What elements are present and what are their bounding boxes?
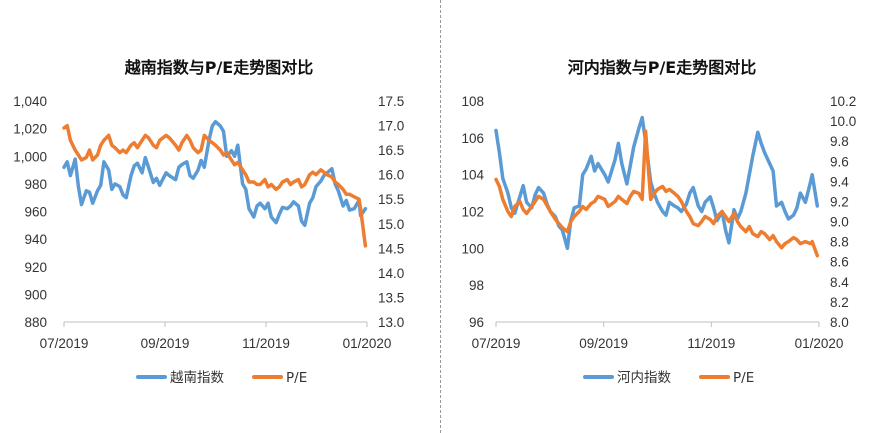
y-right-tick-label: 8.0 — [830, 315, 849, 330]
y-left-tick-label: 940 — [24, 232, 47, 247]
y-right-tick-label: 15.0 — [378, 217, 404, 232]
y-right-tick-label: 9.6 — [830, 154, 849, 169]
y-right-tick-label: 13.5 — [378, 290, 404, 305]
y-right-tick-label: 9.0 — [830, 215, 849, 230]
y-right-tick-label: 13.0 — [378, 315, 404, 330]
y-left-tick-label: 96 — [469, 315, 484, 330]
y-left-tick-label: 98 — [469, 278, 484, 293]
y-right-tick-label: 14.0 — [378, 266, 404, 281]
x-tick-label: 09/2019 — [141, 336, 190, 351]
y-left-tick-label: 102 — [461, 205, 484, 220]
x-tick-label: 11/2019 — [242, 336, 290, 351]
x-tick-label: 07/2019 — [40, 336, 89, 351]
x-tick-label: 01/2020 — [343, 336, 392, 351]
chart-title: 越南指数与P/E走势图对比 — [124, 58, 314, 77]
y-right-tick-label: 8.6 — [830, 255, 849, 270]
y-left-tick-label: 108 — [461, 94, 484, 109]
y-right-tick-label: 8.2 — [830, 295, 849, 310]
y-left-tick-label: 104 — [461, 168, 484, 183]
chart-title: 河内指数与P/E走势图对比 — [568, 58, 757, 77]
y-left-tick-label: 920 — [24, 260, 47, 275]
y-left-tick-label: 106 — [461, 131, 484, 146]
y-right-tick-label: 10.0 — [830, 114, 856, 129]
y-right-tick-label: 16.0 — [378, 168, 404, 183]
y-left-tick-label: 1,040 — [13, 94, 47, 109]
y-left-tick-label: 900 — [24, 287, 47, 302]
y-left-tick-label: 960 — [24, 205, 47, 220]
y-right-tick-label: 8.8 — [830, 235, 849, 250]
y-left-tick-label: 1,020 — [13, 122, 47, 137]
y-right-tick-label: 15.5 — [378, 192, 404, 207]
y-right-tick-label: 17.0 — [378, 119, 404, 134]
y-right-tick-label: 16.5 — [378, 143, 404, 158]
pe-series-line — [494, 129, 820, 258]
legend-label: P/E — [286, 370, 307, 386]
y-left-tick-label: 1,000 — [13, 149, 47, 164]
y-right-tick-label: 17.5 — [378, 94, 404, 109]
x-tick-label: 09/2019 — [579, 336, 628, 351]
y-right-tick-label: 9.8 — [830, 134, 849, 149]
y-right-tick-label: 9.4 — [830, 174, 849, 189]
panel-divider — [440, 0, 441, 433]
x-tick-label: 07/2019 — [472, 336, 521, 351]
x-tick-label: 01/2020 — [795, 336, 844, 351]
y-left-tick-label: 880 — [24, 315, 47, 330]
index-series-line — [494, 115, 820, 251]
y-right-tick-label: 8.4 — [830, 275, 849, 290]
vn-index-pe-chart: 越南指数与P/E走势图对比 880 900 920 940 960 980 1,000 1,0… — [13, 58, 404, 386]
y-right-tick-label: 10.2 — [830, 94, 856, 109]
y-left-tick-label: 980 — [24, 177, 47, 192]
y-right-tick-label: 9.2 — [830, 194, 849, 209]
legend-label: 越南指数 — [170, 370, 224, 386]
legend-label: P/E — [733, 370, 754, 386]
legend-label: 河内指数 — [617, 370, 671, 386]
pe-series-line — [62, 123, 368, 248]
y-left-tick-label: 100 — [461, 241, 484, 256]
index-series-line — [62, 119, 368, 228]
y-right-tick-label: 14.5 — [378, 241, 404, 256]
x-tick-label: 11/2019 — [687, 336, 735, 351]
